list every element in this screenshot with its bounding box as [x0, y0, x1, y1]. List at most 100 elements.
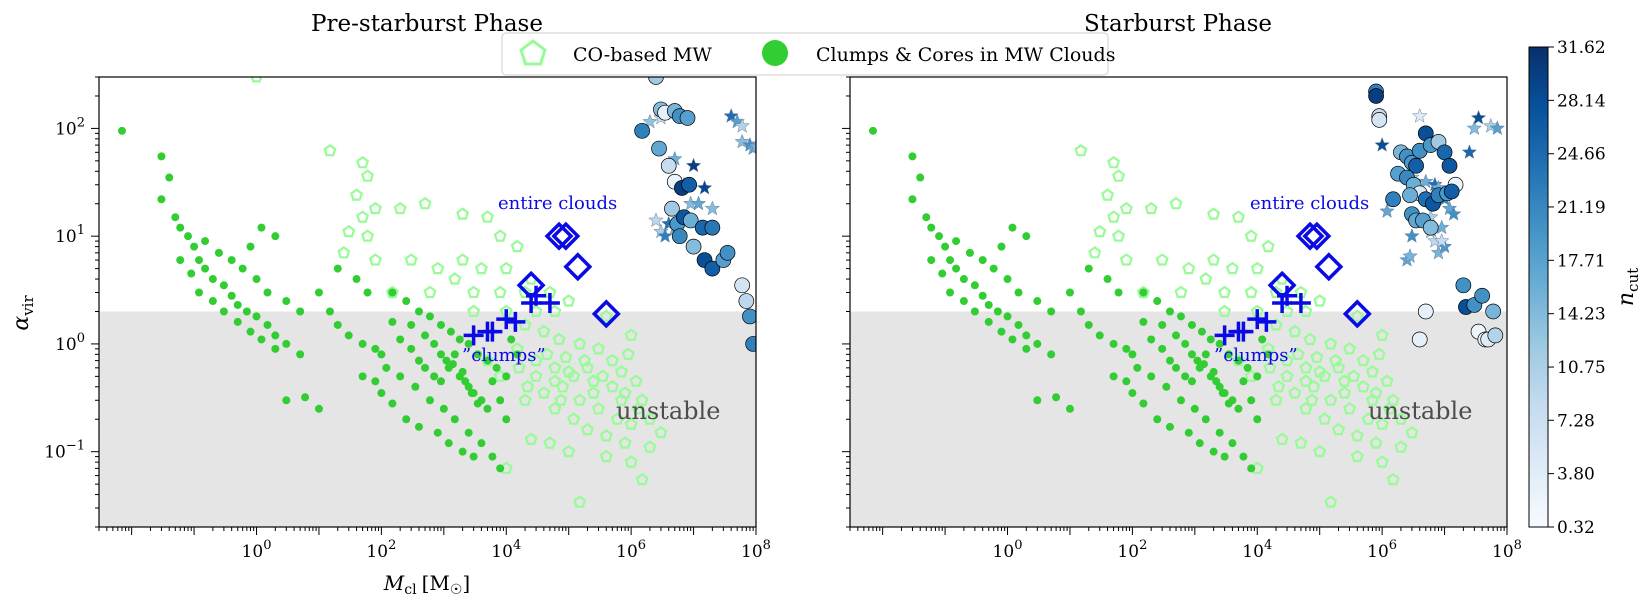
co-pentagon-point — [456, 253, 470, 266]
mw-clump-point — [263, 320, 272, 329]
y-tick-label: 100 — [55, 331, 85, 355]
co-pentagon-point — [361, 229, 375, 242]
co-pentagon-point — [1303, 332, 1317, 345]
ncut-circle-point — [1371, 112, 1388, 128]
mw-clump-point — [1224, 350, 1233, 359]
mw-clump-point — [473, 350, 482, 359]
co-pentagon-point — [567, 412, 581, 425]
co-pentagon-point — [552, 332, 566, 345]
mw-clump-point — [436, 320, 445, 329]
mw-clump-point — [970, 307, 979, 316]
mw-clump-point — [1147, 335, 1156, 344]
ncut-circle-point — [1417, 303, 1434, 320]
mw-clump-point — [402, 415, 411, 424]
mw-clump-point — [1206, 335, 1215, 344]
ncut-circle-point — [1368, 88, 1384, 104]
mw-clump-point — [1122, 344, 1131, 353]
mw-clump-point — [117, 126, 126, 135]
mw-clump-point — [407, 320, 416, 329]
mw-clump-point — [1195, 439, 1204, 448]
mw-clump-point — [978, 256, 987, 265]
co-pentagon-point — [1207, 253, 1221, 266]
mw-clump-point — [296, 307, 305, 316]
ncut-circle-point — [1385, 191, 1401, 208]
mw-clump-point — [1264, 350, 1273, 359]
co-pentagon-point — [1261, 239, 1275, 253]
co-pentagon-point — [1365, 393, 1379, 406]
mw-clump-point — [1220, 452, 1229, 461]
mw-clump-point — [257, 335, 266, 344]
mw-clump-point — [492, 363, 501, 372]
clump-plus-marker — [505, 311, 526, 332]
mw-clump-point — [396, 372, 405, 381]
clump-plus-marker — [463, 325, 484, 346]
mw-clump-point — [1176, 312, 1185, 321]
ncut-star-point — [1461, 144, 1478, 159]
mw-clump-point — [414, 356, 423, 365]
colorbar-tick-label: 7.28 — [1557, 411, 1595, 431]
mw-clump-point — [1199, 360, 1208, 369]
mw-clump-point — [1008, 335, 1017, 344]
ncut-star-point — [1417, 173, 1434, 189]
mw-clump-point — [464, 428, 473, 437]
y-tick-label: 101 — [55, 223, 85, 247]
ncut-star-point — [1433, 232, 1450, 248]
colorbar-tick-label: 31.62 — [1557, 38, 1606, 58]
x-tick-label: 100 — [993, 538, 1023, 562]
mw-clump-point — [473, 399, 482, 408]
co-pentagon-point — [1356, 379, 1370, 393]
co-pentagon-point — [1299, 374, 1313, 387]
ncut-circle-point — [704, 219, 721, 236]
mw-clump-point — [927, 256, 936, 265]
mw-clump-point — [993, 307, 1002, 316]
cloud-diamond-marker — [551, 221, 581, 251]
ncut-star-point — [685, 157, 702, 173]
mw-clump-point — [1165, 422, 1174, 431]
mw-clump-point — [952, 264, 961, 273]
mw-clump-point — [946, 256, 955, 265]
mw-clump-point — [1187, 320, 1196, 329]
co-pentagon-point — [368, 253, 382, 266]
co-pentagon-point — [599, 429, 613, 442]
mw-clump-point — [1162, 382, 1171, 391]
clump-plus-marker — [1256, 311, 1277, 332]
ncut-star-point — [696, 179, 713, 195]
colorbar-tick-label: 0.32 — [1557, 518, 1595, 538]
co-pentagon-point — [562, 444, 576, 458]
clump-plus-marker — [1233, 321, 1254, 342]
mw-clump-point — [1065, 404, 1074, 413]
mw-clump-point — [442, 356, 451, 365]
co-pentagon-point — [1369, 436, 1383, 449]
ncut-star-point — [1402, 248, 1418, 263]
mw-clump-point — [1209, 447, 1218, 456]
mw-clump-point — [1033, 396, 1042, 405]
co-pentagon-point — [1294, 436, 1308, 449]
mw-clump-point — [1258, 335, 1267, 344]
ncut-circle-point — [1402, 187, 1418, 204]
co-pentagon-point — [521, 379, 535, 393]
co-pentagon-point — [512, 360, 526, 374]
ncut-star-point — [1470, 109, 1487, 125]
co-pentagon-point — [361, 169, 375, 182]
mw-clump-point — [195, 256, 204, 265]
y-tick-label: 102 — [55, 115, 85, 139]
mw-clump-point — [1147, 372, 1156, 381]
mw-clump-point — [448, 360, 457, 369]
mw-clump-point — [233, 300, 242, 309]
ncut-star-point — [748, 138, 756, 154]
mw-clump-point — [1008, 223, 1017, 232]
mw-clump-point — [1022, 232, 1031, 241]
co-pentagon-point — [1218, 304, 1232, 317]
mw-clump-point — [233, 317, 242, 326]
ncut-circle-point — [734, 277, 750, 294]
ncut-star-point — [734, 117, 750, 133]
mw-clump-point — [344, 331, 353, 340]
co-pentagon-point — [605, 379, 619, 393]
co-pentagon-point — [1155, 253, 1169, 266]
mw-clump-point — [195, 288, 204, 297]
mw-clump-point — [402, 297, 411, 306]
colorbar-tick-label: 10.75 — [1557, 358, 1606, 378]
mw-clump-point — [1109, 339, 1118, 348]
mw-clump-point — [1165, 356, 1174, 365]
mw-clump-point — [997, 327, 1006, 336]
